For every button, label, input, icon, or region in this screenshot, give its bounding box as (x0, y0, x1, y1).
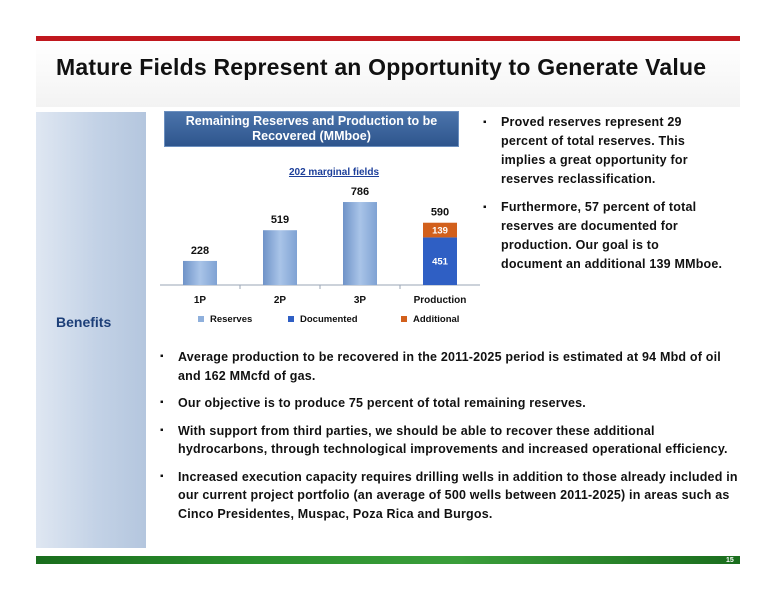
bottom-bullet-item: ▪ Our objective is to produce 75 percent… (160, 394, 740, 413)
x-tick-label: Production (414, 295, 467, 306)
bottom-bullet-text: Our objective is to produce 75 percent o… (178, 396, 586, 410)
bar-total-label: 786 (351, 186, 369, 198)
chart-subtitle: 202 marginal fields (288, 167, 380, 178)
page-number: 15 (726, 557, 734, 564)
bar-reserves-2p (263, 230, 297, 285)
side-panel (36, 112, 146, 548)
legend-label-reserves: Reserves (210, 314, 253, 325)
bullet-icon: ▪ (160, 424, 164, 436)
bullet-icon: ▪ (160, 351, 164, 362)
legend-swatch-reserves (198, 316, 204, 323)
bottom-bullet-text: Average production to be recovered in th… (178, 350, 721, 383)
x-tick-label: 1P (194, 295, 207, 306)
slide-title: Mature Fields Represent an Opportunity t… (56, 54, 707, 80)
bar-total-label: 228 (191, 245, 209, 257)
right-bullet-item: ▪ Furthermore, 57 percent of total reser… (483, 198, 723, 274)
bottom-bullet-text: Increased execution capacity requires dr… (178, 469, 738, 521)
bottom-bullet-text: With support from third parties, we shou… (178, 423, 728, 457)
legend-label-documented: Documented (300, 314, 358, 325)
reserves-bar-chart: 228 1P 519 2P 786 3P 451 139 590 Production (160, 180, 480, 330)
right-bullet-text: Proved reserves represent 29 percent of … (501, 115, 688, 186)
header-band (36, 41, 740, 107)
legend-item-reserves: Reserves (198, 314, 252, 325)
bar-segment-label: 139 (432, 226, 448, 237)
right-bullet-item: ▪ Proved reserves represent 29 percent o… (483, 113, 723, 189)
legend-item-documented: Documented (288, 314, 358, 325)
bullet-icon: ▪ (483, 117, 487, 128)
legend-swatch-additional (401, 316, 407, 323)
benefits-label: Benefits (56, 314, 112, 330)
bullet-icon: ▪ (483, 202, 487, 213)
right-bullet-list: ▪ Proved reserves represent 29 percent o… (483, 113, 723, 283)
bottom-bullet-item: ▪ With support from third parties, we sh… (160, 422, 740, 459)
bar-total-label: 590 (431, 207, 449, 219)
x-tick-label: 3P (354, 295, 367, 306)
bullet-icon: ▪ (160, 397, 164, 408)
legend-item-additional: Additional (401, 314, 459, 325)
legend-label-additional: Additional (413, 314, 460, 325)
bar-reserves-3p (343, 202, 377, 285)
bar-additional-production (423, 222, 457, 238)
bar-reserves-1p (183, 260, 217, 285)
footer-bar (36, 556, 740, 564)
bottom-bullet-item: ▪ Increased execution capacity requires … (160, 468, 740, 524)
chart-svg: 228 1P 519 2P 786 3P 451 139 590 Production (160, 186, 480, 306)
chart-title: Remaining Reserves and Production to be … (164, 111, 459, 147)
bottom-bullet-list: ▪ Average production to be recovered in … (160, 348, 740, 532)
bar-segment-label: 451 (432, 257, 449, 268)
legend-swatch-documented (288, 316, 294, 323)
right-bullet-text: Furthermore, 57 percent of total reserve… (501, 200, 723, 271)
bottom-bullet-item: ▪ Average production to be recovered in … (160, 348, 740, 385)
bullet-icon: ▪ (160, 470, 164, 482)
top-accent-bar (36, 36, 740, 41)
bar-documented-production (423, 237, 457, 285)
x-tick-label: 2P (274, 295, 287, 306)
bar-total-label: 519 (271, 214, 289, 226)
